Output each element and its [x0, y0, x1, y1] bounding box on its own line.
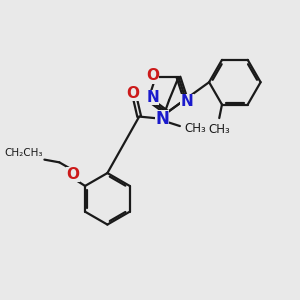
Text: O: O — [127, 86, 140, 101]
Text: N: N — [146, 90, 159, 105]
Text: O: O — [66, 167, 80, 182]
Text: N: N — [155, 110, 169, 128]
Text: O: O — [146, 68, 159, 83]
Text: CH₃: CH₃ — [184, 122, 206, 135]
Text: N: N — [181, 94, 194, 109]
Text: CH₃: CH₃ — [208, 123, 230, 136]
Text: CH₂CH₃: CH₂CH₃ — [4, 148, 43, 158]
